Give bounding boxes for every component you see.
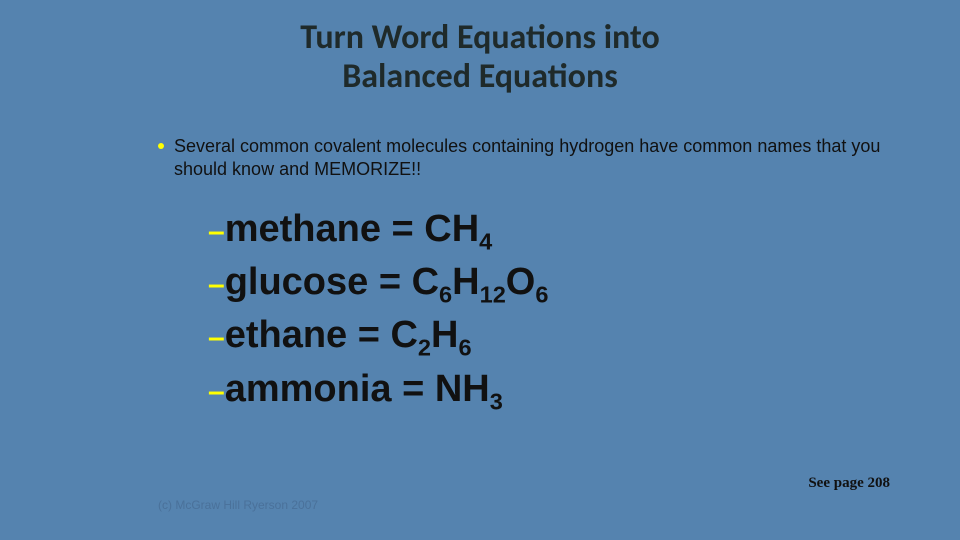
title-line-1: Turn Word Equations into [300, 17, 659, 58]
molecule-item: –methane = CH4 [208, 204, 900, 255]
dash-bullet-icon: – [208, 270, 225, 300]
bullet-item: Several common covalent molecules contai… [158, 135, 900, 182]
molecule-text: ammonia = NH3 [225, 364, 503, 415]
molecule-text: methane = CH4 [225, 204, 493, 255]
molecule-list: –methane = CH4–glucose = C6H12O6–ethane … [208, 204, 900, 415]
molecule-item: –glucose = C6H12O6 [208, 257, 900, 308]
molecule-text: glucose = C6H12O6 [225, 257, 549, 308]
molecule-text: ethane = C2H6 [225, 310, 472, 361]
see-page-reference: See page 208 [808, 475, 890, 492]
copyright-text: (c) McGraw Hill Ryerson 2007 [158, 498, 318, 512]
dash-bullet-icon: – [208, 377, 225, 407]
title-line-2: Balanced Equations [342, 56, 618, 97]
bullet-dot-icon [158, 143, 164, 149]
slide-content: Several common covalent molecules contai… [158, 135, 900, 417]
slide-title: Turn Word Equations into Balanced Equati… [0, 0, 960, 96]
bullet-text: Several common covalent molecules contai… [174, 135, 900, 182]
molecule-item: –ethane = C2H6 [208, 310, 900, 361]
dash-bullet-icon: – [208, 217, 225, 247]
molecule-item: –ammonia = NH3 [208, 364, 900, 415]
dash-bullet-icon: – [208, 323, 225, 353]
